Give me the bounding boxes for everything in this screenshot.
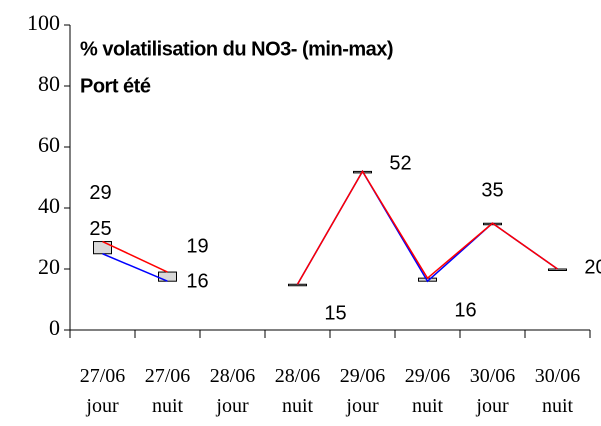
high-low-box [288, 283, 307, 287]
value-label: 20 [584, 256, 601, 278]
x-tick-label: 29/06 nuit [404, 365, 451, 417]
y-tick-label: 0 [49, 315, 60, 340]
line-series [102, 240, 168, 273]
x-tick-label: 28/06 nuit [274, 365, 321, 417]
y-tick-label: 80 [38, 71, 60, 96]
y-tick-label: 60 [38, 132, 60, 157]
y-tick-label: 20 [38, 254, 60, 279]
value-label: 52 [389, 153, 411, 175]
x-tick-label: 28/06 jour [209, 365, 256, 417]
x-tick-label: 27/06 jour [79, 365, 126, 417]
x-tick-label: 30/06 nuit [534, 365, 581, 417]
high-low-box [548, 268, 567, 271]
value-label: 19 [186, 235, 208, 257]
x-tick-label: 29/06 jour [339, 365, 386, 417]
high-low-box [158, 271, 177, 282]
chart-title: % volatilisation du NO3- (min-max) [80, 38, 393, 60]
value-label: 16 [454, 299, 476, 321]
value-label: 15 [324, 303, 346, 325]
y-tick-label: 40 [38, 193, 60, 218]
chart-subtitle: Port été [80, 75, 151, 97]
line-series [102, 253, 168, 282]
value-label: 25 [89, 218, 111, 240]
line-series [296, 169, 558, 285]
x-tick-label: 27/06 nuit [144, 365, 191, 417]
value-label: 35 [481, 180, 503, 202]
value-label: 29 [89, 182, 111, 204]
high-low-box [93, 241, 112, 255]
value-label: 16 [186, 270, 208, 292]
y-tick-label: 100 [27, 10, 60, 35]
x-tick-label: 30/06 jour [469, 365, 516, 417]
line-series [296, 169, 558, 285]
